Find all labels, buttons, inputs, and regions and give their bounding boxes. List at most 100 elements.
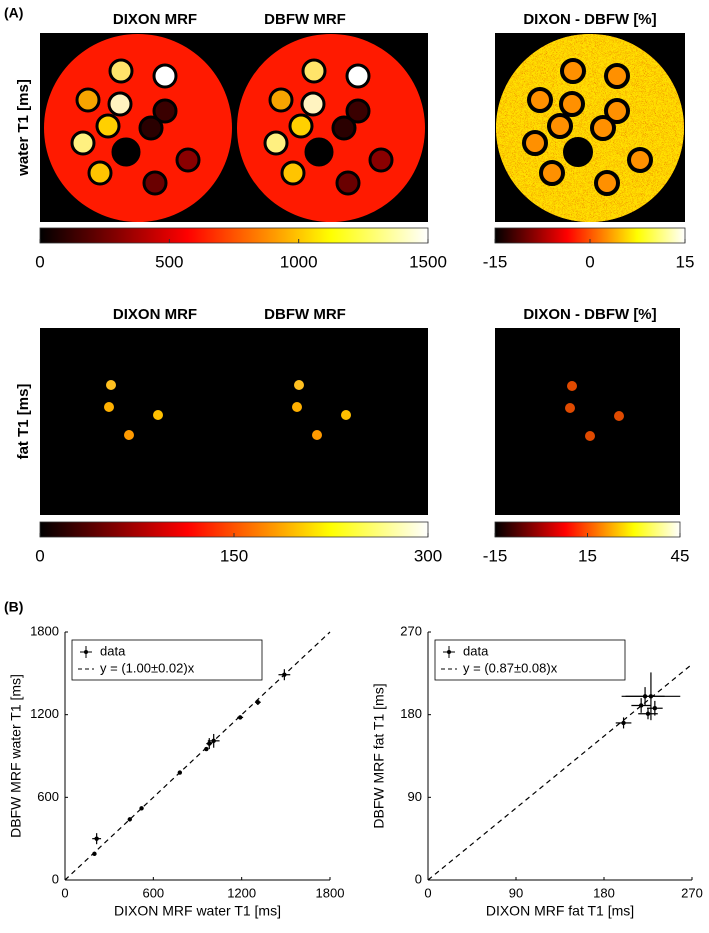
point (92, 851, 97, 857)
column-title: DIXON - DBFW [%] (523, 306, 656, 323)
point (638, 703, 644, 708)
point (207, 741, 212, 746)
colorbar-tick-label: 0 (35, 546, 44, 565)
fat-vial (614, 411, 624, 421)
colorbar-tick-label: 0 (585, 252, 594, 271)
point (648, 694, 654, 699)
y-tick-label: 0 (52, 871, 59, 886)
x-axis-label: DIXON MRF fat T1 [ms] (486, 903, 634, 919)
x-tick-label: 0 (424, 885, 431, 900)
y-axis-label: DBFW MRF fat T1 [ms] (371, 683, 387, 828)
colorbar-tick-label: -15 (483, 546, 508, 565)
vial (335, 170, 361, 196)
fat-vial (565, 403, 575, 413)
point (94, 836, 99, 841)
vial (560, 58, 586, 84)
colorbar-tick-label: 1500 (409, 252, 447, 271)
vial (547, 113, 573, 139)
x-tick-label: 90 (509, 885, 523, 900)
fat-vial (104, 402, 114, 412)
phantom-disk (44, 34, 232, 222)
phantom-disk (237, 34, 425, 222)
vial (300, 91, 326, 117)
point (645, 711, 651, 716)
x-axis-label: DIXON MRF water T1 [ms] (114, 903, 281, 919)
vial (138, 115, 164, 141)
vial (527, 87, 553, 113)
vial (268, 87, 294, 113)
point (139, 806, 144, 811)
colorbar (39, 227, 429, 244)
vial (111, 137, 141, 167)
vial (301, 58, 327, 84)
column-title: DIXON MRF (113, 306, 197, 323)
colorbar-tick-label: 15 (578, 546, 597, 565)
point (177, 770, 183, 775)
fat-vial (292, 402, 302, 412)
legend-label: data (463, 643, 489, 658)
y-tick-label: 90 (408, 789, 422, 804)
x-tick-label: 180 (593, 885, 615, 900)
legend-label: y = (0.87±0.08)x (463, 660, 558, 675)
fat-vial (153, 410, 163, 420)
point (211, 738, 216, 744)
vial (152, 63, 178, 89)
vial (331, 115, 357, 141)
legend-label: y = (1.00±0.02)x (100, 660, 195, 675)
legend-marker (447, 650, 451, 654)
vial (107, 91, 133, 117)
fat-vial (124, 430, 134, 440)
fat-vial (312, 430, 322, 440)
column-title: DIXON MRF (113, 11, 197, 28)
diff-image (495, 328, 680, 515)
vial (345, 63, 371, 89)
y-tick-label: 1200 (30, 706, 59, 721)
fit-line (427, 663, 693, 881)
y-tick-label: 180 (400, 706, 422, 721)
vial (590, 115, 616, 141)
x-tick-label: 1200 (227, 885, 256, 900)
vial (288, 113, 314, 139)
y-tick-label: 270 (400, 623, 422, 638)
vial (368, 147, 394, 173)
colorbar-tick-label: -15 (483, 252, 508, 271)
vial (108, 58, 134, 84)
vial (304, 137, 334, 167)
fit-line (64, 631, 331, 881)
vial (522, 130, 548, 156)
colorbar-tick-label: 1000 (280, 252, 318, 271)
vial (87, 160, 113, 186)
point (621, 720, 626, 726)
row-label: fat T1 [ms] (15, 384, 32, 460)
map-image (40, 328, 428, 515)
panel-label: (B) (4, 599, 23, 615)
y-tick-label: 1800 (30, 623, 59, 638)
fat-vial (341, 410, 351, 420)
colorbar-tick-label: 300 (414, 546, 442, 565)
colorbar-tick-label: 500 (155, 252, 183, 271)
colorbar-tick-label: 150 (220, 546, 248, 565)
legend-box (71, 639, 263, 681)
vial (280, 160, 306, 186)
row-label: water T1 [ms] (15, 79, 32, 177)
vial (263, 130, 289, 156)
vial (75, 87, 101, 113)
point (204, 746, 209, 752)
legend-label: data (100, 643, 126, 658)
y-axis-label: DBFW MRF water T1 [ms] (8, 674, 24, 838)
point (237, 715, 243, 720)
x-tick-label: 270 (681, 885, 703, 900)
point (652, 706, 658, 711)
y-tick-label: 600 (37, 789, 59, 804)
vial (175, 147, 201, 173)
vial (559, 91, 585, 117)
column-title: DIXON - DBFW [%] (523, 11, 656, 28)
colorbar-tick-label: 45 (671, 546, 690, 565)
vial (604, 63, 630, 89)
vial (539, 160, 565, 186)
y-tick-label: 0 (415, 871, 422, 886)
legend-box (434, 639, 626, 681)
vial (594, 170, 620, 196)
point (255, 700, 261, 705)
fat-vial (585, 431, 595, 441)
